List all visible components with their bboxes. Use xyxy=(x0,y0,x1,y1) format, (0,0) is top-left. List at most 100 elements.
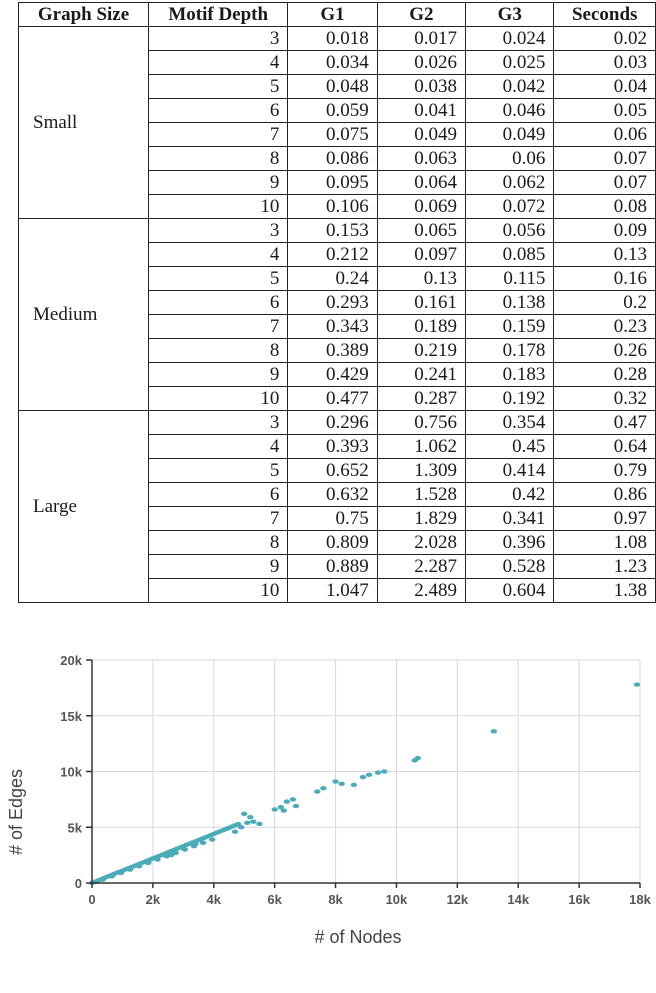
table-row: 9 0.429 0.241 0.183 0.28 xyxy=(19,362,656,387)
data-point xyxy=(126,867,134,872)
table-cell: 0.03 xyxy=(553,50,656,75)
table-row: 5 0.652 1.309 0.414 0.79 xyxy=(19,458,656,483)
data-point xyxy=(145,860,152,866)
table-cell: 2.287 xyxy=(376,554,467,579)
table-cell: 6 xyxy=(148,98,289,123)
data-point xyxy=(271,807,278,812)
data-point xyxy=(117,870,125,876)
table-cell: 0.025 xyxy=(465,50,555,75)
data-point xyxy=(277,804,284,810)
table-row: 4 0.034 0.026 0.025 0.03 xyxy=(19,50,656,75)
data-point xyxy=(244,820,251,825)
table-row: 10 0.106 0.069 0.072 0.08 xyxy=(19,194,656,219)
table-cell: 10 xyxy=(148,194,289,219)
table-cell: 4 xyxy=(148,242,289,267)
table-cell: 0.97 xyxy=(553,506,656,531)
table-cell: 3 xyxy=(148,218,289,243)
table-cell: 0.042 xyxy=(465,74,555,99)
data-point xyxy=(381,769,388,774)
table-cell: 0.241 xyxy=(376,362,467,387)
table-cell: 0.046 xyxy=(465,98,555,123)
x-tick-label: 12k xyxy=(446,892,468,907)
data-point xyxy=(247,815,254,820)
table-cell: 0.189 xyxy=(376,314,467,339)
table-row: Large 3 0.296 0.756 0.354 0.47 xyxy=(17,410,656,603)
table-cell: 0.64 xyxy=(553,434,656,459)
table-cell: 9 xyxy=(148,170,289,195)
chart-grid xyxy=(92,659,641,883)
data-point xyxy=(192,841,199,847)
table-cell: 0.138 xyxy=(465,290,555,315)
table-cell: 0.296 xyxy=(287,410,378,435)
table-cell: 1.047 xyxy=(287,578,378,603)
table-row: 6 0.059 0.041 0.046 0.05 xyxy=(19,98,656,123)
y-tick-label: 10k xyxy=(60,765,82,780)
table-cell: 8 xyxy=(148,338,289,363)
header-g1: G1 xyxy=(287,2,378,27)
header-motif-depth: Motif Depth xyxy=(148,2,289,27)
data-point xyxy=(283,799,291,804)
table-cell: 0.79 xyxy=(553,458,656,483)
table-cell: 0.16 xyxy=(553,266,656,291)
table-cell: 0.06 xyxy=(553,122,656,147)
table-cell: 1.38 xyxy=(553,578,656,603)
table-cell: 6 xyxy=(148,482,289,507)
table-cell: 9 xyxy=(148,362,289,387)
table-cell: 0.23 xyxy=(553,314,656,339)
table-cell: 7 xyxy=(148,314,289,339)
x-tick-label: 2k xyxy=(146,892,161,907)
table-cell: 0.192 xyxy=(465,386,555,411)
data-point xyxy=(359,774,367,780)
table-cell: 0.153 xyxy=(287,218,378,243)
x-tick-label: 14k xyxy=(507,892,529,907)
chart-axes xyxy=(86,659,641,888)
data-point xyxy=(172,850,179,856)
table-cell: 0.056 xyxy=(465,218,555,243)
table-cell: 0.085 xyxy=(465,242,555,267)
table-cell: 7 xyxy=(148,506,289,531)
x-tick-label: 16k xyxy=(568,892,590,907)
table-cell: 6 xyxy=(148,290,289,315)
data-point xyxy=(154,857,161,862)
data-point xyxy=(350,782,358,788)
table-cell: 0.097 xyxy=(376,242,467,267)
table-cell: 2.028 xyxy=(376,530,467,555)
table-cell: 0.287 xyxy=(376,386,467,411)
header-g3: G3 xyxy=(465,2,555,27)
data-point xyxy=(135,864,143,869)
table-cell: 0.28 xyxy=(553,362,656,387)
data-point xyxy=(241,811,248,817)
data-point xyxy=(180,846,187,851)
table-cell: 0.072 xyxy=(465,194,555,219)
table-cell: 5 xyxy=(148,74,289,99)
graph-size-cell: Large xyxy=(17,410,150,603)
data-point xyxy=(633,682,641,687)
table-cell: 9 xyxy=(148,554,289,579)
table-row: 10 1.047 2.489 0.604 1.38 xyxy=(19,578,656,603)
y-tick-label: 20k xyxy=(60,653,82,668)
results-table: Graph Size Motif Depth G1 G2 G3 Seconds … xyxy=(17,2,656,603)
table-cell: 4 xyxy=(148,50,289,75)
table-cell: 1.829 xyxy=(376,506,467,531)
y-tick-label: 15k xyxy=(60,709,82,724)
nodes-vs-edges-chart: 0 2k 4k 6k 8k 10k 12k 14k 16k 18k 0 5k 10k 15k 20k # o… xyxy=(6,653,652,947)
header-graph-size: Graph Size xyxy=(17,2,150,27)
table-cell: 0.178 xyxy=(465,338,555,363)
x-tick-label: 4k xyxy=(207,892,222,907)
table-cell: 0.086 xyxy=(287,146,378,171)
table-cell: 0.08 xyxy=(553,194,656,219)
table-row: 6 0.293 0.161 0.138 0.2 xyxy=(19,290,656,315)
table-cell: 0.32 xyxy=(553,386,656,411)
chart-tick-labels: 0 2k 4k 6k 8k 10k 12k 14k 16k 18k 0 5k 10k 15k 20k xyxy=(60,653,651,907)
table-cell: 0.429 xyxy=(287,362,378,387)
data-point xyxy=(256,821,263,827)
data-point xyxy=(231,829,239,834)
table-cell: 1.309 xyxy=(376,458,467,483)
table-cell: 0.09 xyxy=(553,218,656,243)
table-cell: 0.632 xyxy=(287,482,378,507)
table-cell: 5 xyxy=(148,458,289,483)
table-cell: 7 xyxy=(148,122,289,147)
table-cell: 0.393 xyxy=(287,434,378,459)
y-axis-title: # of Edges xyxy=(6,769,26,855)
table-cell: 0.062 xyxy=(465,170,555,195)
